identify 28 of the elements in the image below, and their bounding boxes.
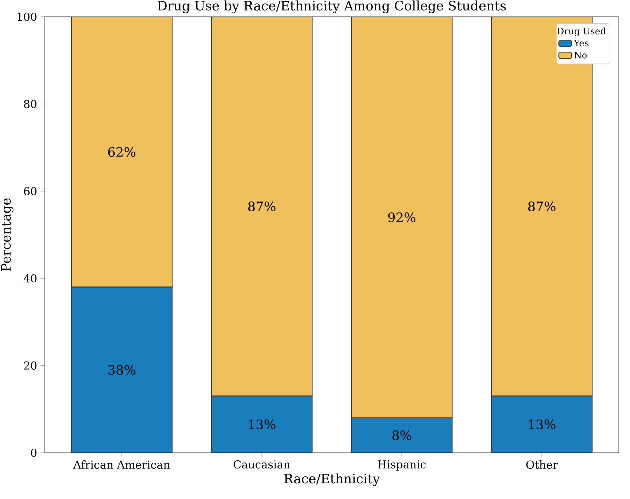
data-label: 62% [108,147,136,158]
data-label: 13% [249,420,276,430]
data-label: 13% [529,420,556,430]
chart-title: Drug Use by Race/Ethnicity Among College Students [158,0,506,14]
y-tick-label: 80 [24,100,37,108]
data-label: 38% [108,365,136,376]
data-label: 87% [528,202,556,212]
data-label: 8% [392,430,412,440]
y-tick-label: 20 [24,362,37,370]
data-label: 92% [388,212,416,222]
bar [491,396,593,453]
y-tick-label: 40 [24,274,37,283]
x-tick-label: Caucasian [234,460,290,469]
legend-label: No [574,52,587,59]
bar [211,396,313,453]
y-tick-label: 0 [31,448,37,458]
x-tick-label: Hispanic [378,460,426,471]
y-tick-label: 60 [24,187,37,196]
x-tick-label: African American [73,460,170,470]
x-axis-title: Race/Ethnicity [284,474,380,486]
y-axis-title: Percentage [1,198,14,272]
bar [351,418,453,453]
legend-title: Drug Used [558,28,606,37]
data-label: 87% [248,202,276,212]
legend-label: Yes [574,40,589,47]
y-tick-label: 100 [18,12,37,22]
bar [72,287,172,453]
x-tick-label: Other [526,460,558,470]
